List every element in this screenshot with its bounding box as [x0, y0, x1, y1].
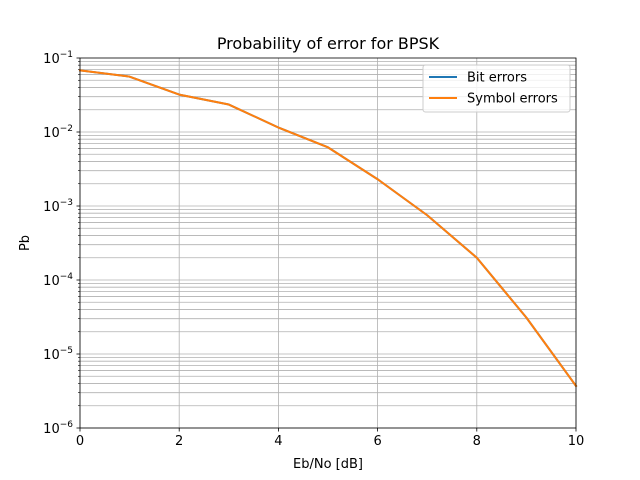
y-tick-label: 10−2 — [43, 124, 73, 141]
y-tick-base: 10 — [43, 52, 60, 67]
grid — [79, 58, 577, 429]
y-axis-label: Pb — [18, 235, 33, 251]
plot-frame — [79, 57, 577, 429]
x-axis-label: Eb/No [dB] — [293, 457, 363, 472]
x-tick-label: 0 — [76, 434, 84, 449]
legend: Bit errors Symbol errors — [422, 64, 571, 113]
y-tick-exponent: −6 — [60, 420, 74, 430]
series-layer — [78, 69, 578, 388]
y-tick-label: 10−6 — [43, 420, 73, 437]
x-tick-label: 2 — [175, 434, 183, 449]
y-tick-base: 10 — [43, 348, 60, 363]
x-tick-label: 4 — [274, 434, 282, 449]
x-tick-label: 10 — [568, 434, 585, 449]
legend-box — [422, 64, 571, 113]
y-tick-exponent: −2 — [60, 124, 73, 134]
chart-title: Probability of error for BPSK — [217, 34, 440, 53]
y-tick-label: 10−5 — [43, 346, 73, 363]
y-tick-label: 10−4 — [43, 272, 73, 289]
y-tick-label: 10−3 — [43, 198, 73, 215]
x-tick-label: 8 — [473, 434, 481, 449]
series-line-2 — [78, 69, 578, 388]
x-tick-label: 6 — [373, 434, 381, 449]
y-tick-label: 10−1 — [43, 50, 73, 67]
y-tick-base: 10 — [43, 126, 60, 141]
y-tick-exponent: −3 — [60, 198, 73, 208]
legend-label: Symbol errors — [467, 92, 558, 107]
y-tick-base: 10 — [43, 200, 60, 215]
y-tick-base: 10 — [43, 274, 60, 289]
legend-label: Bit errors — [467, 71, 527, 86]
y-tick-exponent: −1 — [60, 50, 73, 60]
y-tick-base: 10 — [43, 422, 60, 437]
y-tick-exponent: −5 — [60, 346, 73, 356]
y-tick-exponent: −4 — [60, 272, 74, 282]
